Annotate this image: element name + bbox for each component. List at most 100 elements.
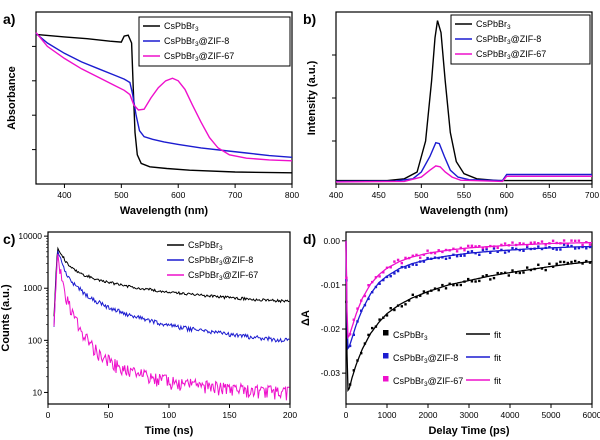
series-CsPbBr3@ZIF-67 xyxy=(335,165,592,183)
x-tick-label: 400 xyxy=(57,190,71,200)
x-axis-label: Wavelength (nm) xyxy=(420,205,509,217)
x-axis: 0 50 100 150 200 xyxy=(46,404,297,420)
x-tick-label: 100 xyxy=(162,410,176,420)
legend-label: CsPbBr3@ZIF-8 xyxy=(164,36,229,48)
x-tick-label: 1000 xyxy=(378,410,397,420)
x-tick-label: 500 xyxy=(414,190,428,200)
series-CsPbBr3@ZIF-8 xyxy=(335,141,592,183)
y-axis: 10 100 1000 10000 xyxy=(18,231,48,397)
legend-marker xyxy=(383,376,389,382)
legend-marker xyxy=(383,330,389,336)
x-tick-label: 700 xyxy=(585,190,599,200)
x-tick-label: 400 xyxy=(329,190,343,200)
y-tick-label: 10000 xyxy=(18,231,42,241)
y-tick-label: -0.02 xyxy=(321,324,341,334)
scatter-CsPbBr3 xyxy=(345,259,592,386)
x-tick-label: 0 xyxy=(344,410,349,420)
legend-marker xyxy=(383,353,389,359)
legend-label: CsPbBr3 xyxy=(393,330,428,342)
panel-label: b) xyxy=(303,11,316,27)
x-tick-label: 500 xyxy=(114,190,128,200)
legend-label: CsPbBr3@ZIF-67 xyxy=(164,51,234,63)
series-CsPbBr3@ZIF-67 xyxy=(53,254,290,401)
legend-fit-label: fit xyxy=(494,376,502,386)
x-tick-label: 50 xyxy=(104,410,114,420)
legend: CsPbBr3 fit CsPbBr3@ZIF-8 fit CsPbBr3@ZIF-67… xyxy=(383,330,502,388)
series-CsPbBr3 xyxy=(336,20,592,182)
panel-b: 400 450 500 550 600 650 700 Wavelength (nm) Inte… xyxy=(300,0,600,220)
legend: CsPbBr3 CsPbBr3@ZIF-8 CsPbBr3@ZIF-67 xyxy=(450,14,591,65)
panel-a: 400 500 600 700 800 Wavelength (nm) Absorbance… xyxy=(0,0,300,220)
legend-label: CsPbBr3@ZIF-8 xyxy=(476,34,541,46)
x-tick-label: 700 xyxy=(228,190,242,200)
x-axis: 400 450 500 550 600 650 700 xyxy=(329,184,599,200)
panel-label: d) xyxy=(303,231,316,247)
series-CsPbBr3 xyxy=(35,33,293,174)
series-CsPbBr3@ZIF-67 xyxy=(35,32,293,162)
legend-label: CsPbBr3@ZIF-67 xyxy=(188,270,258,282)
x-tick-label: 2000 xyxy=(419,410,438,420)
y-tick-label: 1000 xyxy=(23,283,42,293)
chart-c-trpl-decay: 0 50 100 150 200 Time (ns) 10 100 1000 10000 Count… xyxy=(0,220,300,440)
x-axis: 0 1000 2000 3000 4000 5000 6000 xyxy=(344,404,600,420)
series-group xyxy=(35,32,293,174)
x-tick-label: 0 xyxy=(46,410,51,420)
x-tick-label: 650 xyxy=(542,190,556,200)
panel-bg xyxy=(300,220,600,440)
x-tick-label: 6000 xyxy=(583,410,600,420)
x-tick-label: 600 xyxy=(500,190,514,200)
x-tick-label: 600 xyxy=(171,190,185,200)
legend-frame xyxy=(138,16,291,67)
legend-label: CsPbBr3 xyxy=(188,240,223,252)
series-group xyxy=(53,246,290,401)
series-CsPbBr3@ZIF-8 xyxy=(53,250,290,343)
series-group xyxy=(345,239,593,393)
x-tick-label: 150 xyxy=(222,410,236,420)
x-tick-label: 550 xyxy=(457,190,471,200)
series-CsPbBr3 xyxy=(53,246,290,317)
y-axis-label: Absorbance xyxy=(6,66,18,130)
legend-label: CsPbBr3@ZIF-67 xyxy=(476,49,546,61)
x-tick-label: 5000 xyxy=(542,410,561,420)
x-tick-label: 4000 xyxy=(501,410,520,420)
chart-d-transient-absorption: 0 1000 2000 3000 4000 5000 6000 Delay Time (ps)… xyxy=(300,220,600,440)
legend-label: CsPbBr3@ZIF-8 xyxy=(393,353,458,365)
legend: CsPbBr3 CsPbBr3@ZIF-8 CsPbBr3@ZIF-67 xyxy=(167,240,258,282)
legend-label: CsPbBr3@ZIF-67 xyxy=(393,376,463,388)
chart-b-pl-intensity: 400 450 500 550 600 650 700 Wavelength (nm) Inte… xyxy=(300,0,600,220)
legend-frame xyxy=(450,14,591,65)
y-axis-label: Counts (a.u.) xyxy=(0,284,12,352)
x-tick-label: 3000 xyxy=(460,410,479,420)
x-tick-label: 450 xyxy=(372,190,386,200)
legend-label: CsPbBr3@ZIF-8 xyxy=(188,255,253,267)
legend-label: CsPbBr3 xyxy=(476,19,511,31)
scatter-CsPbBr3@ZIF-8 xyxy=(345,243,592,348)
legend-fit-label: fit xyxy=(494,330,502,340)
x-axis-label: Time (ns) xyxy=(145,425,194,437)
series-group xyxy=(335,20,592,183)
y-axis xyxy=(332,54,336,142)
panel-c: 0 50 100 150 200 Time (ns) 10 100 1000 10000 Count… xyxy=(0,220,300,440)
y-axis-label: ΔA xyxy=(300,310,312,326)
y-axis-label: Intensity (a.u.) xyxy=(306,60,318,135)
series-CsPbBr3@ZIF-8 xyxy=(35,32,293,158)
x-axis-label: Wavelength (nm) xyxy=(120,205,209,217)
fit-line-CsPbBr3 xyxy=(345,240,593,393)
axes-frame xyxy=(35,11,293,185)
panel-bg xyxy=(0,220,300,440)
panel-d: 0 1000 2000 3000 4000 5000 6000 Delay Time (ps)… xyxy=(300,220,600,440)
y-axis: 0.00 -0.01 -0.02 -0.03 xyxy=(321,236,346,378)
y-tick-label: -0.03 xyxy=(321,368,341,378)
y-tick-label: 0.00 xyxy=(323,236,340,246)
x-axis: 400 500 600 700 800 xyxy=(57,184,299,200)
legend: CsPbBr3 CsPbBr3@ZIF-8 CsPbBr3@ZIF-67 xyxy=(138,16,291,67)
y-tick-label: 10 xyxy=(33,387,43,397)
panel-label: c) xyxy=(3,231,15,247)
x-axis-label: Delay Time (ps) xyxy=(428,425,509,437)
x-tick-label: 200 xyxy=(283,410,297,420)
legend-label: CsPbBr3 xyxy=(164,21,199,33)
y-tick-label: -0.01 xyxy=(321,280,341,290)
x-tick-label: 800 xyxy=(285,190,299,200)
y-axis xyxy=(32,45,36,151)
